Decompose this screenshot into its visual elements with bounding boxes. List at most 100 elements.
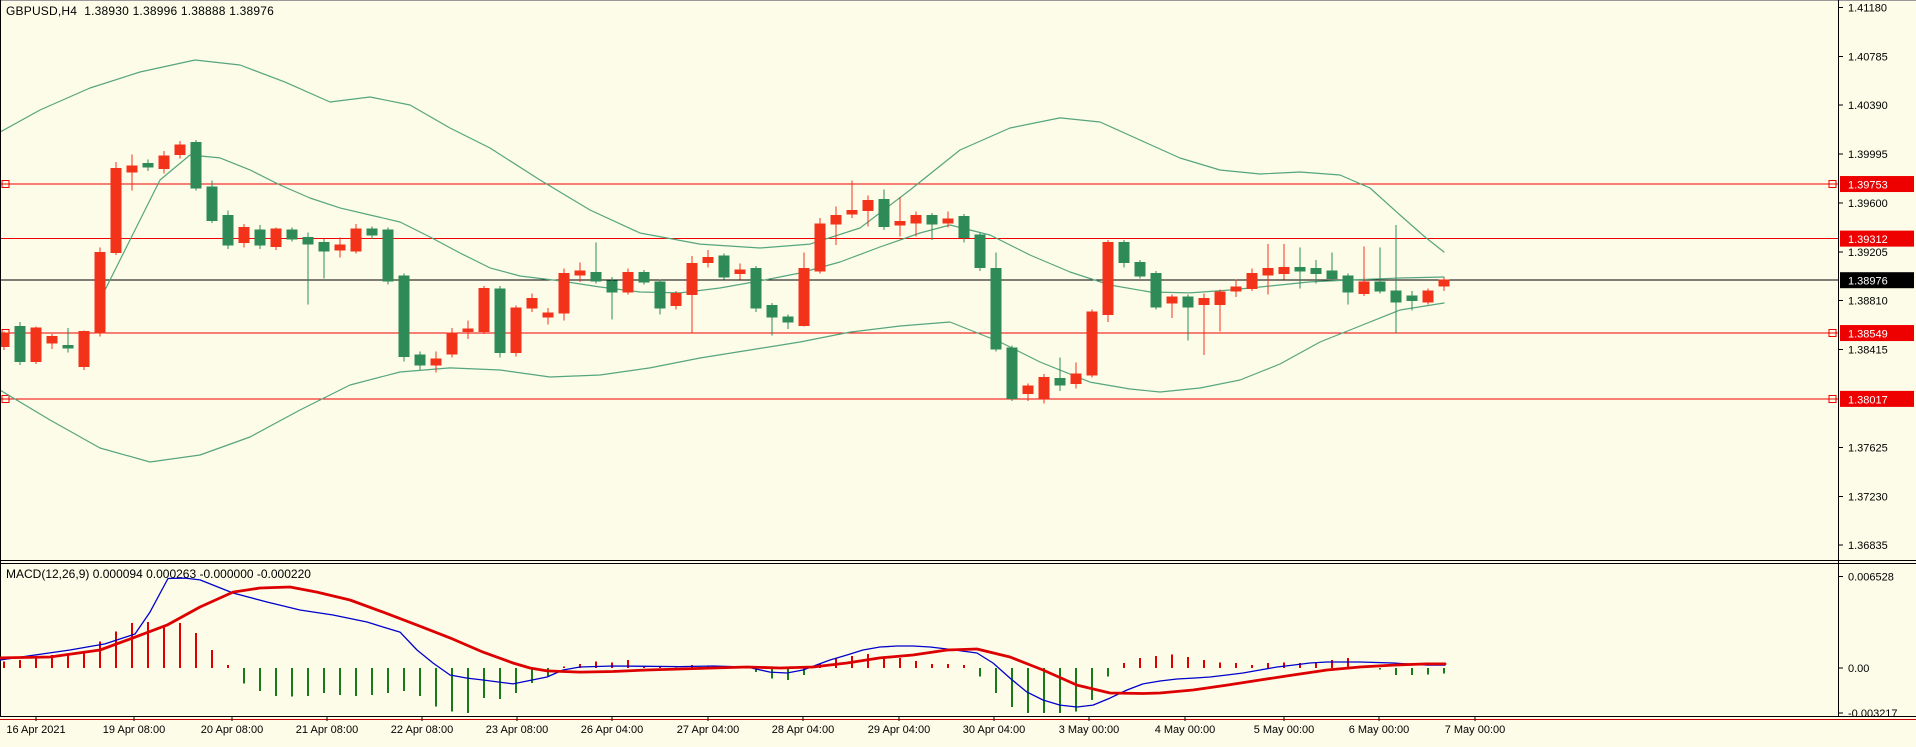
macd-histogram-bar	[114, 631, 118, 668]
time-tick-label: 26 Apr 04:00	[581, 724, 643, 736]
candle	[0, 332, 10, 348]
macd-histogram-bar	[322, 668, 326, 694]
macd-indicator-label: MACD(12,26,9) 0.000094 0.000263 -0.00000…	[6, 567, 311, 581]
candle	[1214, 291, 1226, 305]
macd-histogram-bar	[802, 668, 806, 675]
macd-histogram-bar	[1218, 662, 1222, 668]
macd-histogram-bar	[770, 668, 774, 679]
macd-histogram-bar	[1202, 660, 1206, 668]
time-tick-label: 21 Apr 08:00	[296, 724, 358, 736]
candle	[78, 331, 90, 367]
bollinger-middle-band[interactable]	[99, 154, 1445, 301]
macd-histogram-bar	[610, 662, 614, 668]
macd-histogram-bar	[210, 649, 214, 668]
macd-histogram-bar	[242, 668, 246, 684]
macd-histogram-bar	[386, 668, 390, 694]
candle	[1038, 376, 1050, 400]
macd-signal-line[interactable]	[0, 585, 1447, 695]
line-anchor-square[interactable]	[1828, 328, 1837, 338]
time-tick-label: 28 Apr 04:00	[772, 724, 834, 736]
price-tick-label: 1.40390	[1848, 100, 1888, 112]
candle	[1310, 268, 1322, 275]
candle	[14, 326, 26, 362]
candle	[1326, 270, 1338, 279]
macd-histogram-bar	[402, 668, 406, 691]
time-tick-label: 22 Apr 08:00	[391, 724, 453, 736]
candle	[174, 144, 186, 156]
candle	[494, 288, 506, 354]
macd-histogram-bar	[1138, 658, 1142, 668]
candle	[286, 229, 298, 240]
candle	[798, 268, 810, 326]
macd-tick-label: 0.006528	[1848, 572, 1894, 584]
price-tick-label: 1.40785	[1848, 51, 1888, 63]
candle	[958, 216, 970, 239]
level-price-badge	[1840, 176, 1914, 193]
candle	[846, 209, 858, 215]
macd-histogram-bar	[1026, 668, 1030, 713]
line-anchor-square[interactable]	[1, 394, 10, 403]
candle	[622, 271, 634, 293]
candle	[1006, 347, 1018, 400]
macd-histogram-bar	[578, 663, 582, 668]
macd-histogram-bar	[530, 668, 534, 683]
macd-histogram-bar	[98, 641, 102, 668]
line-anchor-square[interactable]	[1828, 394, 1837, 403]
line-anchor-square[interactable]	[1828, 179, 1837, 189]
macd-histogram-bar	[338, 668, 342, 695]
candle	[334, 244, 346, 251]
macd-name: MACD(12,26,9)	[6, 567, 90, 581]
candle	[1054, 378, 1066, 386]
price-tick-label: 1.38415	[1848, 345, 1888, 357]
macd-histogram-bar	[1314, 662, 1318, 668]
price-badge-label: 1.39753	[1848, 180, 1888, 192]
macd-histogram-bar	[946, 663, 950, 668]
macd-tick-label: 0.00	[1848, 663, 1869, 675]
candle	[462, 328, 474, 333]
candle	[382, 229, 394, 282]
macd-histogram-bar	[1186, 656, 1190, 668]
candle	[46, 336, 58, 344]
macd-histogram-bar	[466, 668, 470, 713]
price-tick-label: 1.37625	[1848, 442, 1888, 454]
candle	[526, 297, 538, 309]
candle	[206, 186, 218, 221]
time-tick-label: 20 Apr 08:00	[201, 724, 263, 736]
macd-histogram-bar	[882, 656, 886, 668]
candle	[1070, 373, 1082, 385]
macd-histogram-bar	[226, 665, 230, 668]
candle	[878, 198, 890, 227]
candle	[734, 269, 746, 275]
candle	[1374, 281, 1386, 292]
macd-histogram-bar	[546, 668, 550, 677]
macd-histogram-bar	[1410, 668, 1414, 675]
macd-histogram-bar	[370, 668, 374, 695]
candle	[1022, 385, 1034, 395]
candle	[638, 271, 650, 283]
candle	[254, 229, 266, 246]
macd-histogram-bar	[258, 668, 262, 691]
candle	[62, 344, 74, 349]
high-value: 1.38996	[132, 4, 178, 18]
macd-histogram-bar	[754, 668, 758, 673]
time-tick-label: 16 Apr 2021	[6, 724, 65, 736]
candle	[654, 281, 666, 309]
candle	[766, 305, 778, 318]
bollinger-upper-band[interactable]	[0, 59, 1445, 253]
macd-histogram-bar	[642, 665, 646, 668]
level-price-badge	[1840, 230, 1914, 247]
macd-histogram-bar	[1298, 663, 1302, 668]
candle	[414, 354, 426, 366]
macd-histogram-bar	[1330, 660, 1334, 668]
bollinger-lower-band[interactable]	[0, 302, 1445, 463]
candle	[30, 327, 42, 362]
candle	[942, 218, 954, 224]
candle	[1438, 279, 1450, 287]
line-anchor-square[interactable]	[1, 179, 10, 189]
candle	[1118, 242, 1130, 263]
macd-histogram-bar	[658, 666, 662, 668]
candle	[606, 280, 618, 293]
macd-line[interactable]	[0, 577, 1446, 708]
